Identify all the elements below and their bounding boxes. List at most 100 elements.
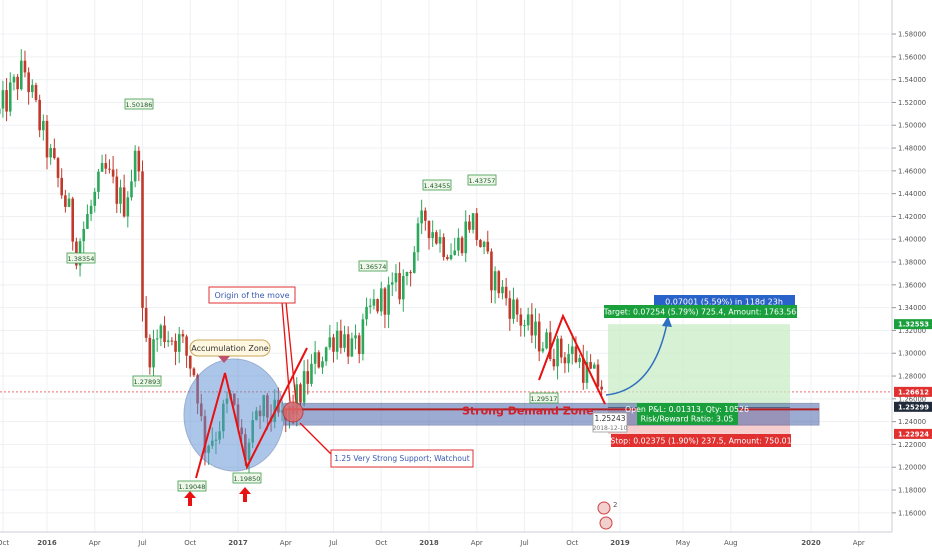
candle-body-36 <box>130 181 133 198</box>
y-tick-label-14: 1.30000 <box>898 350 926 358</box>
candle-body-44 <box>159 325 163 339</box>
candle-body-146 <box>534 321 537 336</box>
y-tick-label-18: 1.22000 <box>898 441 926 449</box>
candle-body-123 <box>449 254 453 260</box>
candle-body-28 <box>100 163 104 172</box>
candle-body-1 <box>1 90 5 109</box>
stop-text: Stop: 0.02375 (1.90%) 237.5, Amount: 750… <box>610 437 791 446</box>
x-axis-bg <box>0 532 932 550</box>
candle-body-35 <box>126 197 130 217</box>
candle-body-48 <box>174 340 177 352</box>
x-tick-label-7: Jul <box>328 539 338 547</box>
candle-body-45 <box>163 325 166 343</box>
candle-body-16 <box>56 158 60 178</box>
x-tick-label-2: Apr <box>89 539 101 547</box>
candle-body-116 <box>424 210 427 221</box>
price-label-box-0 <box>124 98 154 110</box>
candle-body-110 <box>401 276 405 300</box>
projection-arrowhead <box>662 316 672 327</box>
candle-body-161 <box>589 362 592 369</box>
candle-body-89 <box>324 347 328 362</box>
candle-body-3 <box>8 82 12 112</box>
x-tick-label-10: Apr <box>471 539 483 547</box>
price-label-box-6 <box>422 179 452 191</box>
candle-body-41 <box>148 337 152 368</box>
candle-body-141 <box>515 299 519 315</box>
candle-body-157 <box>574 346 578 363</box>
y-tick-label-2: 1.54000 <box>898 76 926 84</box>
open-pl-text: Open P&L: 0.01313, Qty: 10526 <box>625 405 749 414</box>
price-tag-text-0: 1.32553 <box>898 321 929 329</box>
x-tick-label-15: Aug <box>724 539 738 547</box>
candle-body-12 <box>42 120 45 131</box>
rally-pattern-line <box>538 313 606 405</box>
candle-body-52 <box>188 355 192 369</box>
candle-body-25 <box>89 205 93 215</box>
candle-body-148 <box>541 348 545 352</box>
origin-pointer-a <box>281 301 291 403</box>
candle-body-33 <box>119 187 122 204</box>
candle-body-5 <box>16 76 19 90</box>
bottom-arrow-1 <box>184 491 196 506</box>
candle-body-87 <box>317 352 321 368</box>
candle-body-138 <box>504 286 508 299</box>
candle-body-112 <box>409 272 412 274</box>
candle-body-133 <box>486 241 490 252</box>
bottom-arrow-2 <box>239 487 251 502</box>
candle-body-154 <box>563 357 567 364</box>
candle-body-117 <box>427 220 431 239</box>
candle-body-82 <box>299 384 302 403</box>
candle-body-98 <box>357 335 361 354</box>
candle-body-13 <box>45 120 49 158</box>
price-label-2: 1.27893 <box>134 378 161 386</box>
candle-body-155 <box>567 354 570 364</box>
candle-body-158 <box>578 357 581 363</box>
candle-body-27 <box>97 171 100 192</box>
candle-body-126 <box>460 237 464 254</box>
candle-body-34 <box>122 187 126 217</box>
candle-body-164 <box>600 386 603 390</box>
y-tick-label-20: 1.18000 <box>898 487 926 495</box>
candle-body-10 <box>34 85 38 100</box>
candle-body-26 <box>93 191 97 206</box>
candle-body-53 <box>192 368 196 376</box>
x-tick-label-13: 2019 <box>610 539 630 547</box>
candle-body-104 <box>379 288 383 312</box>
target-text: Target: 0.07254 (5.79%) 725.4, Amount: 1… <box>603 308 797 317</box>
event-icon-count: 2 <box>613 501 617 509</box>
candle-body-49 <box>177 334 181 352</box>
event-icon-2 <box>599 516 613 530</box>
candle-body-100 <box>365 306 368 320</box>
candle-body-150 <box>548 332 552 359</box>
x-tick-label-12: Oct <box>566 539 578 547</box>
candle-body-119 <box>435 232 438 244</box>
candle-body-136 <box>497 271 501 294</box>
open-pl-box <box>637 403 738 425</box>
candle-body-124 <box>453 250 457 255</box>
price-tag-text-1: 1.26612 <box>898 388 929 396</box>
candle-body-18 <box>64 195 67 207</box>
projection-text: 0.07001 (5.59%) in 118d 23h <box>665 298 783 307</box>
price-label-0: 1.50186 <box>126 101 153 109</box>
candle-body-20 <box>71 198 75 242</box>
candle-body-50 <box>181 334 185 337</box>
candle-body-129 <box>471 213 475 230</box>
candle-body-122 <box>446 257 449 260</box>
candle-body-96 <box>350 338 354 357</box>
candle-body-102 <box>372 299 376 306</box>
candle-body-162 <box>592 364 596 369</box>
candle-body-88 <box>321 361 324 368</box>
candle-body-9 <box>31 85 34 93</box>
price-label-8: 1.29517 <box>531 395 558 403</box>
candle-body-30 <box>108 168 111 170</box>
price-label-4: 1.19850 <box>234 475 261 483</box>
candle-body-135 <box>493 271 497 291</box>
x-tick-label-4: Oct <box>184 539 196 547</box>
candle-body-145 <box>530 314 534 336</box>
wyckoff-pattern-line <box>195 347 308 479</box>
x-tick-label-8: Oct <box>375 539 387 547</box>
accumulation-callout-text: Accumulation Zone <box>191 344 269 353</box>
y-tick-label-5: 1.48000 <box>898 145 926 153</box>
candle-body-84 <box>306 371 310 384</box>
